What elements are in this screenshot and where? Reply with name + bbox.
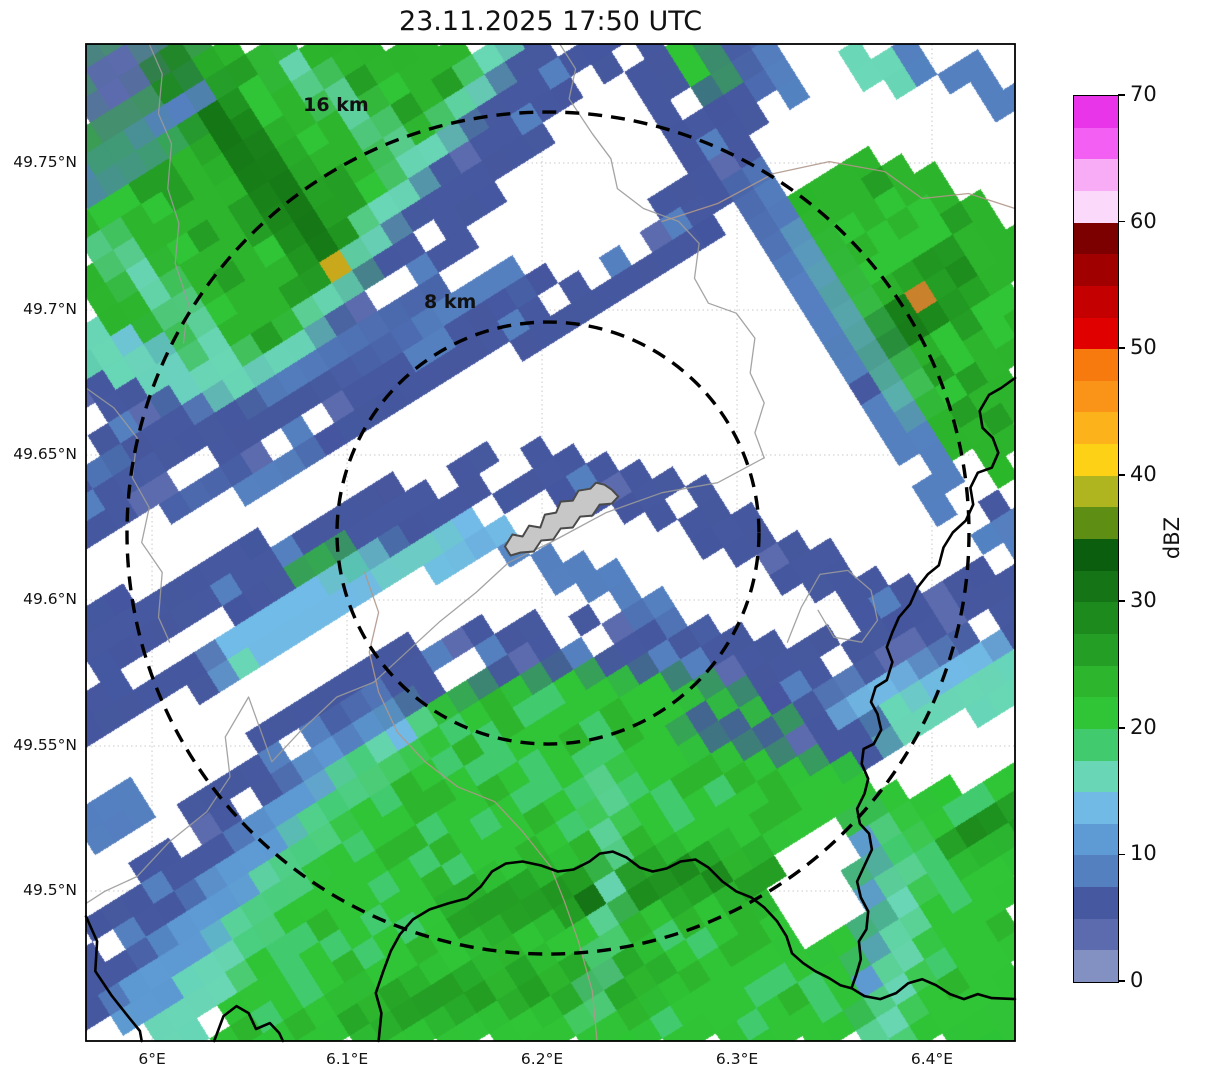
road-line bbox=[559, 43, 765, 459]
colorbar-segment bbox=[1074, 633, 1118, 666]
lon-tick-label: 6°E bbox=[138, 1050, 166, 1068]
colorbar-segment bbox=[1074, 254, 1118, 286]
road-line bbox=[148, 43, 189, 344]
colorbar-segment bbox=[1074, 475, 1118, 508]
lat-tick-label: 49.6°N bbox=[23, 590, 77, 609]
colorbar-segment bbox=[1074, 697, 1118, 729]
colorbar-segment bbox=[1074, 728, 1118, 761]
colorbar-tick-mark bbox=[1118, 727, 1125, 729]
figure-title: 23.11.2025 17:50 UTC bbox=[398, 6, 703, 37]
country-border-line bbox=[850, 977, 1017, 1001]
colorbar-segment bbox=[1074, 918, 1118, 951]
colorbar-tick-mark bbox=[1118, 347, 1125, 349]
colorbar-tick-mark bbox=[1118, 980, 1125, 982]
lon-tick-label: 6.3°E bbox=[715, 1050, 759, 1068]
colorbar-segment bbox=[1074, 96, 1118, 128]
colorbar-segment bbox=[1074, 539, 1118, 571]
country-border-line bbox=[84, 915, 143, 1043]
lat-tick-label: 49.75°N bbox=[13, 153, 77, 172]
range-ring-label: 8 km bbox=[424, 291, 476, 313]
road-line bbox=[786, 569, 879, 643]
colorbar-tick-label: 0 bbox=[1130, 968, 1144, 992]
lon-tick-label: 6.4°E bbox=[910, 1050, 954, 1068]
colorbar-segment bbox=[1074, 887, 1118, 919]
lat-tick-label: 49.55°N bbox=[13, 735, 77, 754]
colorbar-tick-mark bbox=[1118, 473, 1125, 476]
colorbar-segment bbox=[1074, 602, 1118, 634]
road-line bbox=[85, 387, 171, 643]
range-ring-16km bbox=[125, 110, 971, 956]
colorbar-tick-label: 10 bbox=[1130, 841, 1157, 866]
colorbar-tick-label: 70 bbox=[1130, 82, 1157, 106]
colorbar-segment bbox=[1074, 127, 1118, 160]
colorbar-segment bbox=[1074, 380, 1118, 413]
colorbar-segment bbox=[1074, 159, 1118, 191]
colorbar-segment bbox=[1074, 349, 1118, 381]
colorbar-tick-label: 30 bbox=[1130, 588, 1157, 613]
colorbar-segment bbox=[1074, 665, 1118, 698]
lat-tick-label: 49.65°N bbox=[13, 444, 77, 463]
plot-frame bbox=[85, 43, 1016, 1042]
colorbar-tick-mark bbox=[1118, 220, 1125, 223]
road-line bbox=[85, 457, 765, 905]
country-border-line bbox=[212, 1004, 285, 1043]
colorbar-tick-label: 40 bbox=[1130, 461, 1157, 486]
colorbar-tick-label: 60 bbox=[1130, 208, 1157, 233]
colorbar-segment bbox=[1074, 317, 1118, 350]
colorbar-segment bbox=[1074, 412, 1118, 445]
colorbar-unit-label: dBZ bbox=[1160, 516, 1184, 560]
colorbar-segment bbox=[1074, 950, 1118, 982]
colorbar-segment bbox=[1074, 190, 1118, 223]
colorbar-segment bbox=[1074, 792, 1118, 824]
colorbar-segment bbox=[1074, 760, 1118, 793]
colorbar-tick-label: 20 bbox=[1130, 714, 1157, 739]
colorbar-segment bbox=[1074, 507, 1118, 540]
colorbar-segment bbox=[1074, 570, 1118, 603]
colorbar-tick-mark bbox=[1118, 600, 1125, 603]
colorbar-tick-mark bbox=[1118, 853, 1125, 856]
lat-tick-label: 49.7°N bbox=[23, 299, 77, 318]
country-border-line bbox=[850, 376, 1017, 990]
range-ring-label: 16 km bbox=[303, 94, 369, 116]
road-line bbox=[661, 160, 1016, 223]
road-line bbox=[364, 571, 598, 1042]
colorbar-segment bbox=[1074, 855, 1118, 888]
colorbar-segment bbox=[1074, 285, 1118, 318]
colorbar-segment bbox=[1074, 222, 1118, 255]
colorbar-tick-label: 50 bbox=[1130, 335, 1157, 360]
colorbar-segment bbox=[1074, 444, 1118, 476]
colorbar bbox=[1073, 95, 1119, 983]
lon-tick-label: 6.2°E bbox=[520, 1050, 564, 1068]
range-ring-8km bbox=[335, 320, 761, 746]
colorbar-tick-mark bbox=[1118, 94, 1125, 96]
country-border-line bbox=[374, 850, 853, 1043]
lat-tick-label: 49.5°N bbox=[23, 881, 77, 900]
lon-tick-label: 6.1°E bbox=[325, 1050, 369, 1068]
airport-area bbox=[504, 481, 620, 557]
colorbar-segment bbox=[1074, 823, 1118, 856]
